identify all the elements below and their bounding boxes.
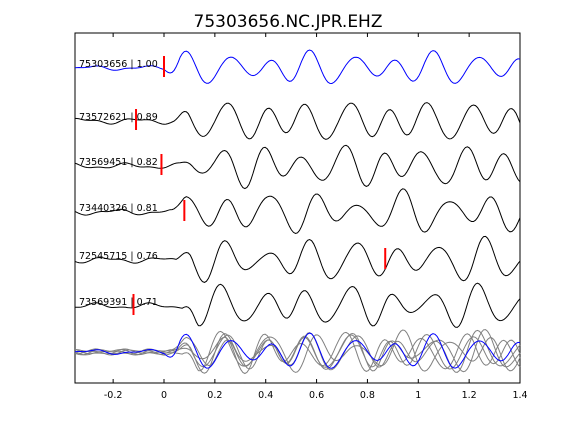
- stack-layer: [74, 329, 521, 375]
- x-tick-label: 0: [161, 390, 167, 401]
- trace-label: 73569451 | 0.82: [79, 157, 158, 168]
- labels-layer: 75303656 | 1.00 73572621 | 0.89 73569451 |…: [79, 59, 158, 308]
- x-tick-label: 0.4: [258, 390, 273, 401]
- x-tick-label: 0.2: [207, 390, 222, 401]
- x-tick-label: 1.4: [512, 390, 527, 401]
- trace-label: 73572621 | 0.89: [79, 112, 158, 123]
- traces-layer: [74, 49, 521, 328]
- trace-line: [74, 144, 521, 190]
- trace-line: [74, 49, 521, 85]
- trace-label: 75303656 | 1.00: [79, 59, 158, 70]
- stack-overlay-line: [75, 333, 521, 370]
- x-tick-label: -0.2: [104, 390, 123, 401]
- x-tick-label: 1.2: [462, 390, 477, 401]
- trace-label: 73569391 | 0.71: [79, 297, 158, 308]
- plot-frame: [74, 32, 521, 384]
- trace-line: [74, 188, 521, 235]
- x-tick-label: 0.8: [360, 390, 375, 401]
- trace-line: [74, 102, 521, 140]
- stack-overlay-line: [74, 329, 521, 373]
- picks-layer: [132, 56, 387, 315]
- trace-line: [74, 235, 521, 283]
- trace-label: 72545715 | 0.76: [79, 251, 158, 262]
- x-axis: -0.2 0 0.2 0.4 0.6 0.8 1 1.2 1.4: [104, 33, 528, 401]
- stack-overlay-line: [74, 329, 521, 373]
- trace-line: [74, 282, 521, 328]
- chart-title: 75303656.NC.JPR.EHZ: [194, 12, 383, 32]
- x-tick-label: 0.6: [309, 390, 324, 401]
- stack-reference-line: [74, 332, 521, 369]
- trace-label: 73440326 | 0.81: [79, 203, 158, 214]
- x-tick-label: 1: [415, 390, 421, 401]
